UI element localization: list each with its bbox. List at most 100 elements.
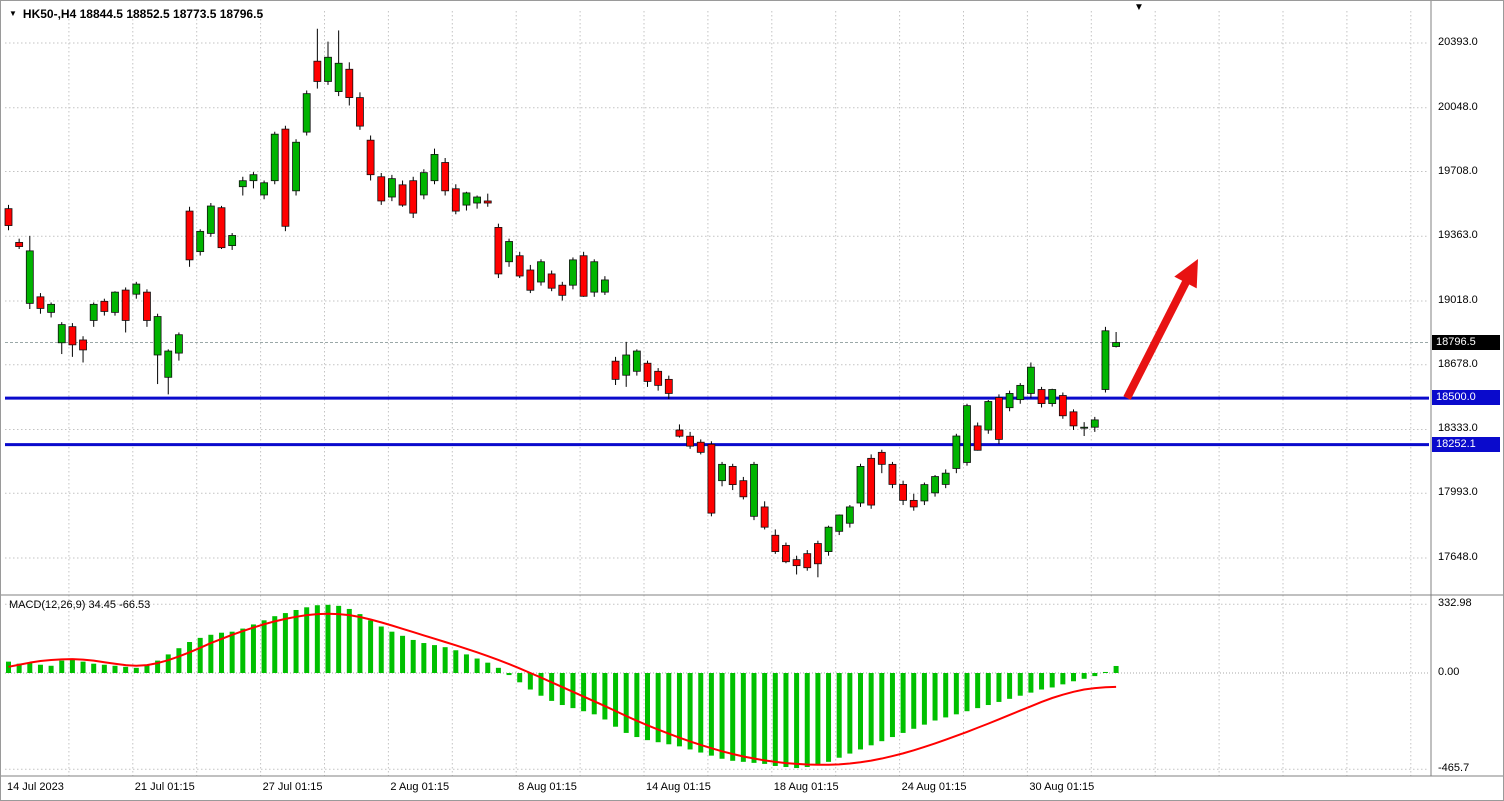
candle-body-up bbox=[324, 56, 332, 82]
price-axis-tick-label: 20393.0 bbox=[1438, 36, 1478, 48]
candle-body-down bbox=[654, 370, 663, 386]
macd-histogram-bar bbox=[889, 673, 895, 738]
macd-histogram-bar bbox=[655, 673, 661, 743]
symbol-marker-triangle-icon[interactable]: ▼ bbox=[9, 9, 17, 18]
candle-body-up bbox=[824, 526, 833, 552]
candle-body-up bbox=[1080, 426, 1089, 429]
candle-body-down bbox=[1037, 389, 1046, 404]
candle-body-up bbox=[430, 154, 439, 182]
macd-histogram-bar bbox=[666, 673, 672, 745]
macd-histogram-bar bbox=[687, 673, 693, 750]
trend-arrow-head[interactable] bbox=[1174, 259, 1198, 289]
candle-body-down bbox=[185, 210, 194, 261]
candle-body-up bbox=[537, 261, 545, 283]
candle-body-up bbox=[196, 230, 205, 253]
candle-body-up bbox=[57, 324, 66, 344]
candle-body-down bbox=[728, 466, 737, 486]
candle-body-up bbox=[750, 463, 758, 517]
candle-body-up bbox=[238, 180, 247, 188]
macd-histogram-bar bbox=[293, 609, 299, 673]
candle-body-up bbox=[1016, 384, 1025, 401]
time-axis-tick-label: 24 Aug 01:15 bbox=[901, 781, 967, 793]
macd-histogram-bar bbox=[762, 673, 768, 764]
macd-histogram-bar bbox=[943, 673, 949, 718]
candle-body-up bbox=[845, 506, 854, 524]
candle-body-up bbox=[302, 93, 311, 133]
macd-histogram-bar bbox=[346, 608, 352, 673]
candle-body-up bbox=[718, 463, 726, 482]
macd-histogram-bar bbox=[996, 673, 1002, 702]
macd-histogram-bar bbox=[1039, 673, 1045, 690]
candle-body-down bbox=[217, 207, 226, 249]
candle-body-down bbox=[441, 162, 450, 192]
symbol-ohlc-text: HK50-,H4 18844.5 18852.5 18773.5 18796.5 bbox=[22, 7, 264, 21]
candle-body-down bbox=[973, 425, 982, 451]
macd-histogram-bar bbox=[794, 673, 800, 769]
macd-histogram-bar bbox=[80, 661, 86, 673]
candle-body-up bbox=[47, 303, 55, 313]
macd-histogram-bar bbox=[868, 673, 874, 746]
candle-body-down bbox=[526, 269, 535, 291]
macd-histogram-bar bbox=[1071, 673, 1076, 682]
macd-histogram-bar bbox=[144, 664, 150, 673]
macd-histogram-bar bbox=[250, 624, 256, 673]
candle-body-down bbox=[1058, 395, 1067, 417]
macd-axis-tick-label: 0.00 bbox=[1438, 666, 1460, 678]
candle-body-up bbox=[601, 279, 609, 293]
candle-body-down bbox=[664, 378, 673, 394]
candle-body-down bbox=[1069, 411, 1078, 427]
candle-body-up bbox=[228, 235, 237, 247]
chart-shift-triangle-icon[interactable]: ▼ bbox=[1134, 2, 1144, 13]
candle-body-down bbox=[313, 60, 322, 82]
candle-body-down bbox=[366, 139, 375, 176]
macd-histogram-bar bbox=[634, 673, 640, 738]
level-price-tag[interactable]: 18252.1 bbox=[1432, 436, 1500, 452]
candle-body-down bbox=[686, 435, 694, 447]
macd-histogram-bar bbox=[1007, 673, 1013, 699]
macd-signal-line bbox=[8, 612, 1117, 766]
macd-histogram-bar bbox=[442, 647, 448, 673]
candle-body-down bbox=[100, 300, 109, 312]
macd-axis-tick-label: -465.7 bbox=[1438, 762, 1470, 775]
price-axis-tick-label: 17648.0 bbox=[1438, 550, 1478, 563]
level-price-tag[interactable]: 18500.0 bbox=[1432, 390, 1500, 406]
macd-histogram-bar bbox=[847, 673, 853, 754]
macd-histogram-bar bbox=[719, 673, 725, 759]
candle-body-up bbox=[473, 196, 482, 204]
time-axis-tick-label: 2 Aug 01:15 bbox=[390, 781, 450, 793]
candle-body-down bbox=[611, 360, 620, 380]
macd-histogram-bar bbox=[410, 639, 416, 673]
price-axis-tick-label: 18678.0 bbox=[1438, 357, 1478, 370]
macd-histogram-bar bbox=[645, 673, 650, 741]
macd-histogram-bar bbox=[698, 673, 704, 753]
candle-body-down bbox=[909, 499, 918, 508]
macd-histogram-bar bbox=[1049, 673, 1055, 688]
macd-histogram-bar bbox=[911, 673, 917, 729]
trend-arrow-shaft[interactable] bbox=[1123, 280, 1190, 400]
candle-body-up bbox=[590, 261, 599, 293]
price-axis-tick-label: 18333.0 bbox=[1438, 422, 1478, 435]
candle-body-up bbox=[387, 178, 396, 198]
macd-histogram-bar bbox=[69, 659, 75, 673]
macd-histogram-bar bbox=[37, 664, 43, 673]
candle-body-down bbox=[68, 326, 77, 346]
time-axis-tick-label: 27 Jul 01:15 bbox=[262, 781, 323, 793]
candle-body-down bbox=[143, 291, 151, 321]
candle-body-up bbox=[334, 62, 343, 92]
candle-body-up bbox=[984, 401, 993, 431]
candle-body-down bbox=[398, 184, 407, 206]
candle-body-down bbox=[803, 553, 812, 569]
macd-histogram-bar bbox=[219, 632, 224, 673]
macd-histogram-bar bbox=[421, 643, 427, 673]
macd-histogram-bar bbox=[772, 673, 778, 766]
macd-histogram-bar bbox=[1028, 673, 1034, 693]
macd-histogram-bar bbox=[623, 673, 629, 733]
macd-histogram-bar bbox=[336, 605, 342, 673]
candle-body-down bbox=[494, 227, 503, 275]
macd-histogram-bar bbox=[187, 642, 193, 673]
candle-body-down bbox=[79, 339, 87, 351]
macd-histogram-bar bbox=[389, 631, 395, 673]
macd-histogram-bar bbox=[48, 665, 54, 673]
candle-body-down bbox=[675, 429, 684, 437]
